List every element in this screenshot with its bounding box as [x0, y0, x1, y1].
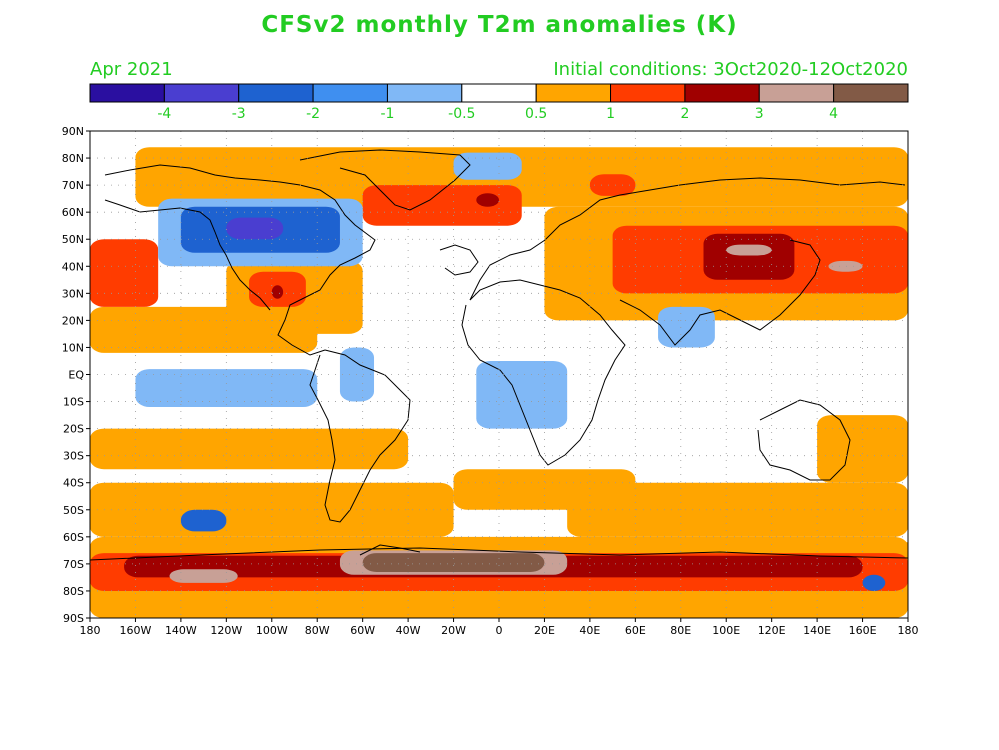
longitude-label: 20W [441, 624, 466, 637]
latitude-label: 60S [63, 531, 84, 544]
longitude-axis: 180 160W 140W 120W 100W 80W 60W 40W 20W 0 20E 40E 60… [80, 618, 919, 637]
anomaly-region [169, 569, 238, 583]
longitude-label: 140W [165, 624, 197, 637]
latitude-label: 90N [62, 125, 84, 138]
colorbar-swatch [386, 83, 463, 103]
colorbar-tick-label: -4 [157, 106, 171, 122]
latitude-label: 30N [62, 287, 84, 300]
colorbar-swatch [684, 83, 760, 103]
colorbar [89, 83, 909, 103]
map-title: CFSv2 monthly T2m anomalies (K) [261, 12, 738, 38]
anomaly-region [658, 306, 715, 348]
colorbar-swatch [163, 83, 240, 103]
colorbar-swatch [535, 83, 612, 103]
longitude-label: 60W [350, 624, 375, 637]
longitude-label: 180 [80, 624, 101, 637]
colorbar-tick-label: -0.5 [448, 106, 475, 122]
longitude-label: 60E [625, 624, 646, 637]
anomaly-region [362, 553, 545, 573]
longitude-label: 100W [256, 624, 288, 637]
anomaly-region [476, 193, 499, 207]
anomaly-region [362, 185, 522, 226]
latitude-label: 70S [63, 558, 84, 571]
latitude-label: 10N [62, 341, 84, 354]
initial-conditions: Initial conditions: 3Oct2020-12Oct2020 [553, 59, 908, 80]
latitude-label: 50S [63, 504, 84, 517]
latitude-label: 30S [63, 450, 84, 463]
anomaly-region [135, 147, 908, 207]
colorbar-tick-label: 1 [606, 106, 615, 122]
longitude-label: 120W [210, 624, 242, 637]
latitude-label: EQ [68, 369, 84, 382]
anomaly-region [703, 233, 795, 280]
anomaly-region [589, 174, 636, 196]
colorbar-tick-label: -2 [306, 106, 320, 122]
latitude-label: 80S [63, 585, 84, 598]
colorbar-tick-label: 4 [829, 106, 838, 122]
longitude-label: 180 [898, 624, 919, 637]
longitude-label: 40W [396, 624, 421, 637]
anomaly-region [817, 415, 908, 483]
anomaly-region [453, 469, 636, 510]
colorbar-tick-label: -3 [232, 106, 246, 122]
anomaly-region [567, 482, 908, 537]
longitude-label: 100E [712, 624, 740, 637]
colorbar-tick-label: -1 [380, 106, 394, 122]
latitude-label: 40S [63, 477, 84, 490]
anomaly-region [271, 285, 284, 299]
latitude-label: 20S [63, 423, 84, 436]
anomaly-region [862, 574, 886, 591]
colorbar-swatch [758, 83, 835, 103]
latitude-label: 50N [62, 233, 84, 246]
anomaly-region [726, 244, 772, 256]
colorbar-tick-label: 3 [755, 106, 764, 122]
longitude-label: 80W [305, 624, 330, 637]
anomaly-region [180, 509, 227, 532]
anomaly-region [226, 217, 284, 240]
longitude-label: 40E [579, 624, 600, 637]
latitude-label: 40N [62, 260, 84, 273]
anomaly-region [90, 428, 409, 470]
colorbar-swatch [461, 83, 537, 103]
latitude-label: 80N [62, 152, 84, 165]
colorbar-swatch [312, 83, 388, 103]
colorbar-tick-label: 0.5 [525, 106, 547, 122]
latitude-label: 70N [62, 179, 84, 192]
longitude-label: 120E [758, 624, 786, 637]
anomaly-region [90, 239, 159, 307]
longitude-label: 140E [803, 624, 831, 637]
colorbar-swatch [833, 83, 909, 103]
latitude-label: 10S [63, 396, 84, 409]
colorbar-swatch [610, 83, 686, 103]
valid-month: Apr 2021 [90, 59, 173, 80]
latitude-axis: 90N 80N 70N 60N 50N 40N 30N 20N 10N EQ 10S 20S 30S 40… [62, 125, 90, 625]
latitude-label: 20N [62, 314, 84, 327]
colorbar-swatch [89, 83, 165, 103]
anomaly-region [135, 369, 318, 407]
longitude-label: 160E [849, 624, 877, 637]
coastlines [90, 149, 908, 561]
longitude-label: 20E [534, 624, 555, 637]
longitude-label: 80E [670, 624, 691, 637]
anomaly-region [453, 152, 522, 180]
longitude-label: 0 [496, 624, 503, 637]
colorbar-labels: -4 -3 -2 -1 -0.5 0.5 1 2 3 4 [157, 106, 838, 122]
colorbar-tick-label: 2 [680, 106, 689, 122]
latitude-label: 90S [63, 612, 84, 625]
latitude-label: 60N [62, 206, 84, 219]
anomaly-region [828, 260, 863, 272]
colorbar-swatch [238, 83, 314, 103]
anomaly-region [476, 360, 568, 429]
longitude-label: 160W [120, 624, 152, 637]
